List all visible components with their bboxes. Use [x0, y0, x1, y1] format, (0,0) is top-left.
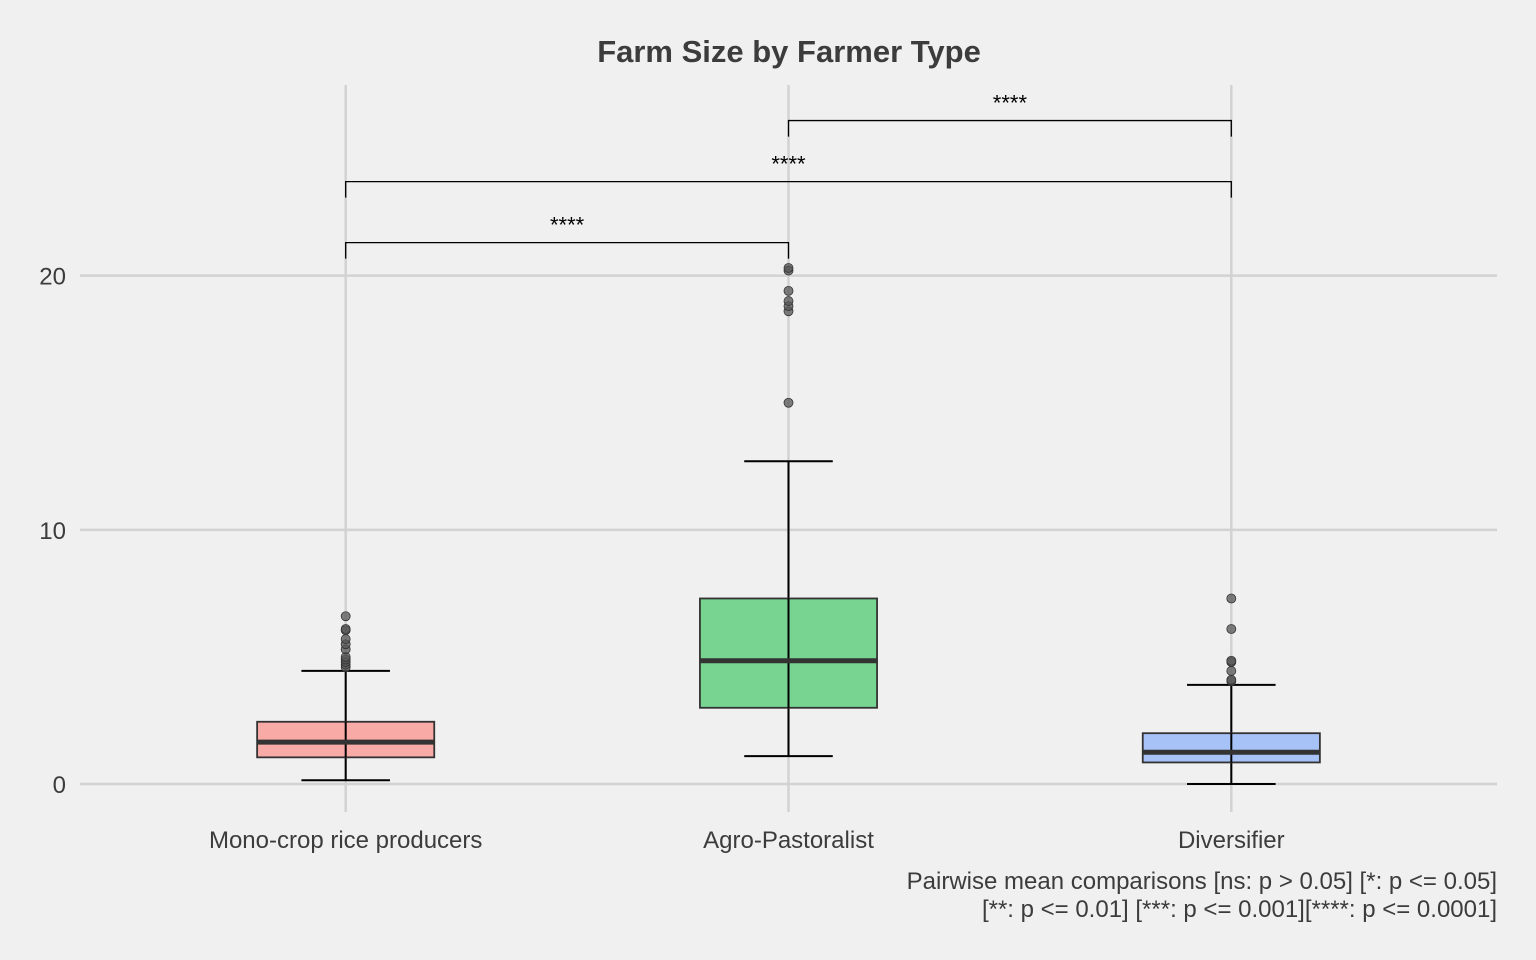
- caption-line-1: Pairwise mean comparisons [ns: p > 0.05]…: [907, 868, 1497, 895]
- box-layer: [256, 263, 1321, 786]
- significance-label: ****: [771, 152, 806, 177]
- outlier-point: [783, 296, 794, 306]
- y-tick-label: 10: [39, 518, 66, 545]
- y-tick-label: 0: [53, 772, 66, 799]
- x-tick-label: Diversifier: [1178, 827, 1285, 854]
- y-tick-label: 20: [39, 264, 66, 291]
- outlier-point: [783, 397, 794, 408]
- outlier-point: [783, 285, 794, 296]
- outlier-point: [1226, 624, 1237, 634]
- comparison-bracket: [345, 180, 1232, 198]
- outlier-point: [1226, 593, 1237, 604]
- outlier-point: [340, 624, 351, 634]
- outlier-point: [783, 263, 794, 273]
- caption-line-2: [**: p <= 0.01] [***: p <= 0.001][****: …: [982, 896, 1497, 923]
- comparison-bracket: [345, 241, 790, 259]
- x-tick-label: Agro-Pastoralist: [703, 827, 874, 854]
- chart-title: Farm Size by Farmer Type: [597, 34, 981, 69]
- comparison-brackets: **** **** ****: [345, 91, 1232, 259]
- outlier-point: [1226, 674, 1237, 685]
- x-tick-label: Mono-crop rice producers: [209, 827, 482, 854]
- comparison-bracket: [787, 119, 1232, 137]
- outlier-point: [340, 611, 351, 622]
- outlier-point: [340, 634, 351, 645]
- outlier-point: [1226, 666, 1237, 676]
- significance-label: ****: [993, 91, 1028, 116]
- axis-labels: 0 10 20 Mono-crop rice producers Agro-Pastor…: [39, 264, 1284, 854]
- outlier-point: [1226, 655, 1237, 666]
- significance-label: ****: [550, 213, 585, 238]
